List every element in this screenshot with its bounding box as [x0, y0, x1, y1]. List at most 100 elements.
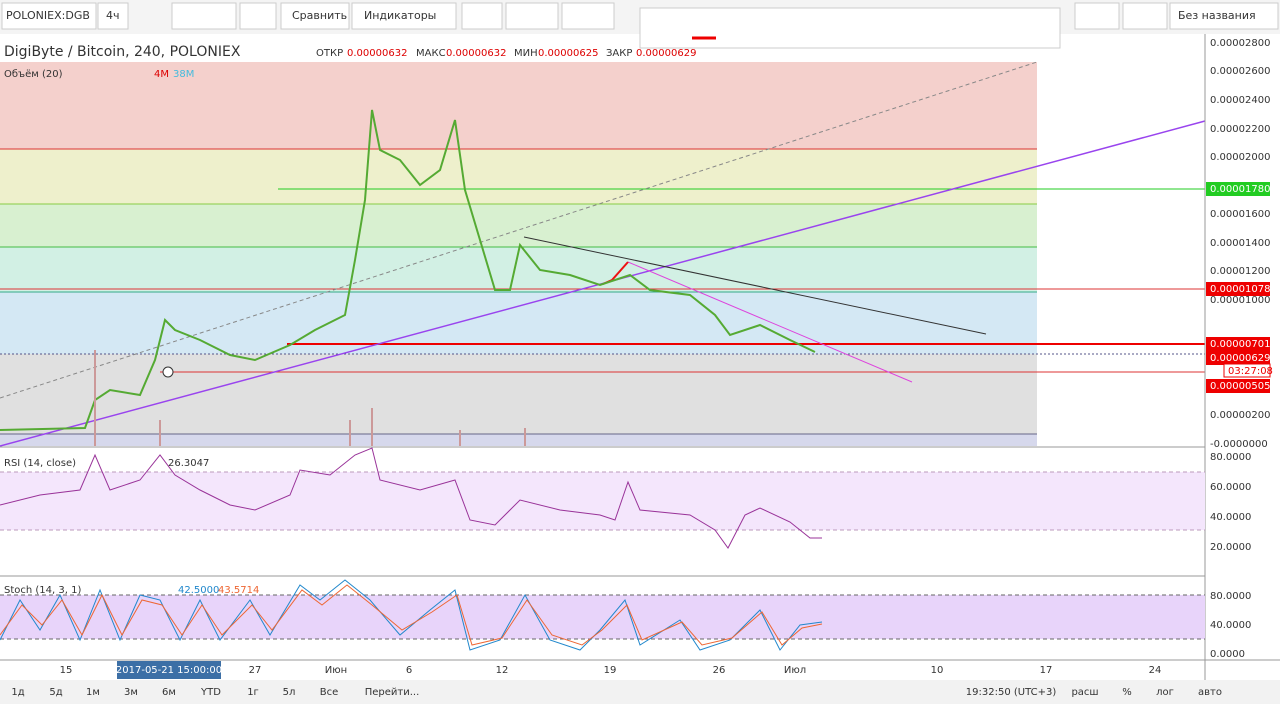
compare: Сравнить [292, 9, 347, 22]
price-badge: 0.00001078 [1210, 284, 1270, 295]
drawing-toolbar[interactable] [639, 7, 1061, 49]
badge-bg [1223, 363, 1271, 378]
countdown: 03:27:08 [1228, 366, 1273, 377]
layout-btn[interactable] [1169, 2, 1279, 30]
stoch-axis: 0.0000 [1210, 649, 1245, 660]
option-btn[interactable]: % [1122, 687, 1132, 698]
stoch-d [0, 584, 823, 646]
high-label: МАКС [416, 48, 446, 59]
rsi-label: RSI (14, close) [4, 458, 76, 469]
price-label: -0.0000000 [1210, 439, 1268, 450]
range-btn[interactable]: 3м [124, 687, 138, 698]
compare-btn[interactable] [280, 2, 350, 30]
stoch-label: Stoch (14, 3, 1) [4, 585, 81, 596]
rsi-axis: 40.0000 [1210, 512, 1251, 523]
rsi-band [0, 472, 1205, 530]
volume-ma: 38M [173, 69, 194, 80]
low: 0.00000625 [538, 48, 598, 59]
time-label: 27 [249, 665, 262, 676]
save-btn[interactable] [1122, 2, 1168, 30]
range-btn[interactable]: YTD [200, 687, 221, 698]
price-label: 0.00002800 [1210, 38, 1270, 49]
clock: 19:32:50 (UTC+3) [966, 687, 1057, 698]
high: 0.00000632 [446, 48, 506, 59]
goto-btn[interactable]: Перейти... [365, 687, 420, 698]
badge-bg [1206, 182, 1270, 196]
price-line [0, 109, 816, 431]
crosshair-time-bg [117, 661, 221, 679]
close-label: ЗАКР [606, 48, 632, 59]
price-label: 0.00002600 [1210, 66, 1270, 77]
interval-box[interactable] [97, 2, 129, 30]
badge-bg [1206, 351, 1270, 365]
range-btn[interactable]: 1г [247, 687, 259, 698]
price-label: 0.00001400 [1210, 238, 1270, 249]
fib-bands [0, 62, 1205, 446]
open-label: ОТКР [316, 48, 343, 59]
range-btn[interactable]: 5л [283, 687, 296, 698]
open: 0.00000632 [347, 48, 407, 59]
price-labels: 0.00002800 0.00002600 0.00002400 0.00002… [1210, 38, 1270, 450]
price-label: 0.00000200 [1210, 410, 1270, 421]
price-badge: 0.00000629 [1210, 353, 1270, 364]
rsi-axis: 60.0000 [1210, 482, 1251, 493]
option-btn[interactable]: авто [1198, 687, 1222, 698]
low-label: МИН [514, 48, 538, 59]
symbol: POLONIEX:DGB [6, 9, 90, 22]
price-label: 0.00001200 [1210, 266, 1270, 277]
range-btn[interactable]: Все [320, 687, 339, 698]
undo-redo[interactable] [561, 2, 615, 30]
range-btn[interactable]: 5д [49, 687, 62, 698]
badge-bg [1206, 282, 1270, 296]
replay-btn[interactable] [505, 2, 559, 30]
indicators: Индикаторы [364, 9, 436, 22]
layout-name: Без названия [1178, 9, 1256, 22]
bottom-bar [0, 680, 1280, 704]
price-badge: 0.00000701 [1210, 339, 1270, 350]
volume-value: 4M [154, 69, 169, 80]
time-label: 6 [406, 665, 412, 676]
badge-bg [1206, 379, 1270, 393]
chart-title: DigiByte / Bitcoin, 240, POLONIEX [4, 44, 241, 60]
rsi-axis: 20.0000 [1210, 542, 1251, 553]
time-label: 24 [1149, 665, 1162, 676]
price-badge: 0.00000505 [1210, 381, 1270, 392]
stoch-axis: 40.0000 [1210, 620, 1251, 631]
time-label: Июн [325, 665, 347, 676]
rsi-axis: 80.0000 [1210, 452, 1251, 463]
time-label: 15 [60, 665, 73, 676]
price-label: 0.00002200 [1210, 124, 1270, 135]
settings-btn[interactable] [239, 2, 277, 30]
rsi-line [0, 447, 822, 549]
time-label: 17 [1040, 665, 1053, 676]
crosshair-time: 2017-05-21 15:00:00 [116, 665, 222, 676]
time-label: Июл [784, 665, 806, 676]
price-label: 0.00002400 [1210, 95, 1270, 106]
rsi-value: 26.3047 [168, 458, 209, 469]
chart-style-btn[interactable] [171, 2, 237, 30]
time-label: 26 [713, 665, 726, 676]
option-btn[interactable]: расш [1071, 687, 1098, 698]
option-btn[interactable]: лог [1156, 687, 1174, 698]
indicators-btn[interactable] [351, 2, 457, 30]
stoch-k [0, 579, 823, 651]
volume-label: Объём (20) [4, 69, 63, 80]
cloud-btn[interactable] [1074, 2, 1120, 30]
price-badge: 0.00001780 [1210, 184, 1270, 195]
badge-bg [1206, 337, 1270, 351]
stoch-k-value: 42.5000 [178, 585, 219, 596]
close: 0.00000629 [636, 48, 696, 59]
volume-bars [94, 350, 526, 446]
range-btn[interactable]: 6м [162, 687, 176, 698]
price-label: 0.00001600 [1210, 209, 1270, 220]
price-label: 0.00001000 [1210, 295, 1270, 306]
range-btn[interactable]: 1м [86, 687, 100, 698]
interval: 4ч [106, 9, 120, 22]
range-btn[interactable]: 1д [11, 687, 24, 698]
alert-btn[interactable] [461, 2, 503, 30]
time-label: 12 [496, 665, 509, 676]
symbol-box[interactable] [1, 2, 97, 30]
stoch-axis: 80.0000 [1210, 591, 1251, 602]
